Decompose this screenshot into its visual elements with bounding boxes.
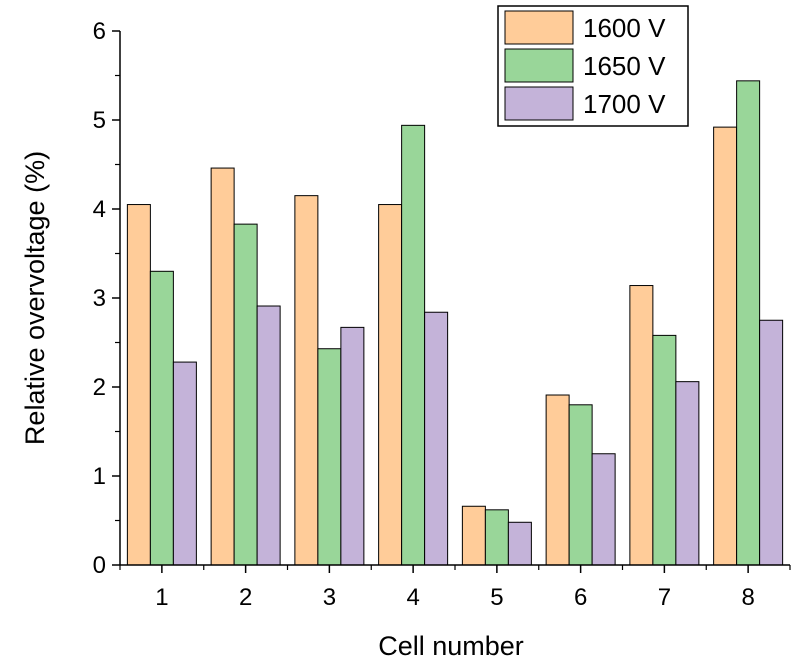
bar-cell-1-series-1 bbox=[126, 204, 151, 566]
bar-cell-3-series-3 bbox=[340, 326, 365, 566]
bar-cell-8-series-1 bbox=[713, 126, 738, 566]
x-tick-label: 1 bbox=[155, 584, 168, 611]
x-tick-label: 8 bbox=[741, 584, 754, 611]
x-tick-label: 4 bbox=[406, 584, 419, 611]
legend-label: 1700 V bbox=[583, 89, 666, 119]
bar-cell-2-series-3 bbox=[256, 305, 281, 566]
y-tick-label: 3 bbox=[93, 285, 106, 312]
bar-cell-2-series-2 bbox=[233, 223, 258, 566]
bar-cell-1-series-2 bbox=[149, 270, 174, 566]
bar-cell-6-series-1 bbox=[545, 394, 570, 566]
bar-cell-8-series-2 bbox=[736, 80, 761, 566]
bar-cell-5-series-2 bbox=[484, 509, 509, 566]
bar-cell-4-series-2 bbox=[401, 124, 426, 566]
bar-cell-5-series-3 bbox=[507, 521, 532, 566]
bar-cell-8-series-3 bbox=[759, 319, 784, 566]
y-tick-labels: 0 1 2 3 4 5 6 bbox=[93, 18, 106, 579]
legend-label: 1650 V bbox=[583, 51, 666, 81]
bar-cell-6-series-3 bbox=[591, 453, 616, 566]
bar-cell-4-series-3 bbox=[424, 311, 449, 566]
bar-cell-7-series-1 bbox=[629, 285, 654, 566]
bar-cell-6-series-2 bbox=[568, 404, 593, 566]
bars-layer bbox=[126, 80, 784, 566]
x-tick-labels: 1 2 3 4 5 6 7 8 bbox=[155, 584, 755, 611]
bar-cell-7-series-2 bbox=[652, 334, 677, 566]
axes-layer bbox=[112, 30, 791, 573]
y-tick-label: 5 bbox=[93, 107, 106, 134]
bar-cell-5-series-1 bbox=[461, 505, 486, 566]
bar-cell-3-series-2 bbox=[317, 348, 342, 566]
y-tick-label: 6 bbox=[93, 18, 106, 45]
legend-swatch-series-2 bbox=[504, 48, 574, 83]
y-tick-label: 2 bbox=[93, 374, 106, 401]
y-tick-label: 1 bbox=[93, 463, 106, 490]
y-tick-label: 4 bbox=[93, 196, 106, 223]
legend-swatch-series-3 bbox=[504, 86, 574, 121]
bar-cell-7-series-3 bbox=[675, 381, 700, 566]
x-tick-label: 3 bbox=[323, 584, 336, 611]
y-axis-title: Relative overvoltage (%) bbox=[20, 151, 50, 445]
bar-cell-3-series-1 bbox=[294, 195, 319, 566]
x-tick-label: 2 bbox=[239, 584, 252, 611]
bar-cell-1-series-3 bbox=[172, 361, 197, 566]
legend-label: 1600 V bbox=[583, 13, 666, 43]
x-tick-label: 6 bbox=[574, 584, 587, 611]
legend-swatch-series-1 bbox=[504, 10, 574, 45]
x-axis-title: Cell number bbox=[378, 631, 524, 661]
y-tick-label: 0 bbox=[93, 552, 106, 579]
x-tick-label: 7 bbox=[658, 584, 671, 611]
legend: 1600 V 1650 V 1700 V bbox=[497, 5, 689, 127]
bar-cell-2-series-1 bbox=[210, 167, 235, 566]
bar-cell-4-series-1 bbox=[378, 204, 403, 566]
x-tick-label: 5 bbox=[490, 584, 503, 611]
